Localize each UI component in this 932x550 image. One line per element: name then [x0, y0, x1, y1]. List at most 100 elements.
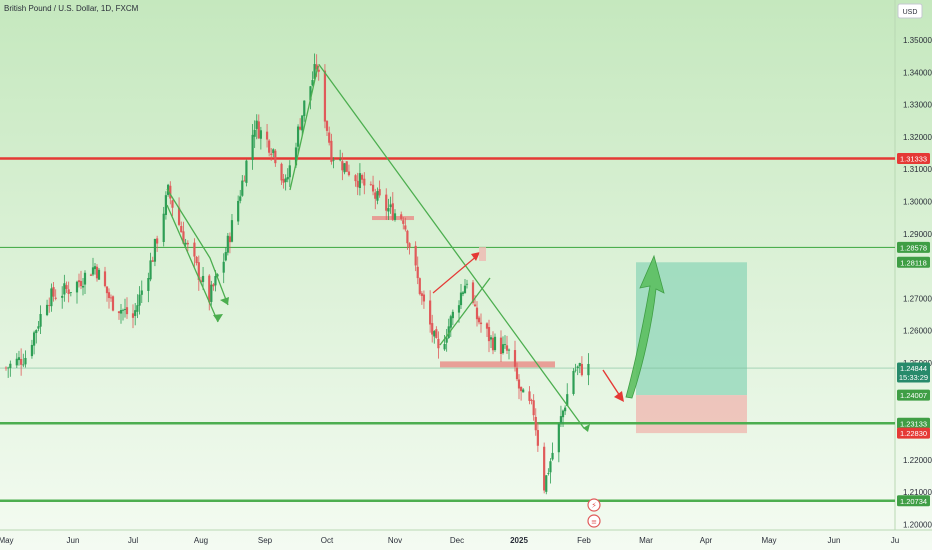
price-tick-label: 1.29000	[903, 230, 932, 239]
candle-body	[416, 266, 419, 279]
candles-layer	[4, 53, 590, 495]
candle-body	[536, 430, 539, 446]
price-axis[interactable]: 1.35000 1.34000 1.33000 1.32000 1.31000 1.300…	[903, 36, 932, 530]
candle-body	[465, 283, 469, 285]
pullback-arrow-line[interactable]	[602, 369, 621, 397]
candle-body	[156, 238, 159, 244]
time-tick-label: Mar	[639, 536, 653, 545]
candle-body	[491, 337, 495, 351]
candle-body	[134, 310, 137, 316]
candle-body	[162, 213, 165, 242]
candle-body	[95, 266, 99, 279]
candle-body	[311, 80, 314, 86]
earnings-event-icon[interactable]	[587, 514, 601, 528]
candle-body	[561, 410, 565, 418]
candle-body	[50, 288, 53, 307]
candle-body	[184, 242, 187, 245]
event-icons[interactable]: ⚡ ≡	[587, 498, 601, 528]
candle-body	[61, 295, 64, 298]
candle-body	[107, 292, 111, 299]
price-tick-label: 1.32000	[903, 133, 932, 142]
price-label-box[interactable]	[897, 152, 930, 164]
candle-body	[65, 285, 68, 289]
candle-body	[153, 239, 157, 262]
price-label-box[interactable]	[897, 241, 930, 253]
candle-body	[477, 317, 481, 323]
candle-body	[91, 267, 95, 275]
candle-body	[17, 357, 21, 361]
price-label-box[interactable]	[897, 389, 930, 401]
dividend-event-icon[interactable]	[587, 498, 601, 512]
price-label-box[interactable]	[897, 417, 930, 429]
time-axis[interactable]: May Jun Jul Aug Sep Oct Nov Dec 2025 Feb Mar Apr May…	[0, 536, 899, 545]
candle-body	[371, 184, 375, 192]
projection-arrow-line[interactable]	[432, 254, 479, 294]
candle-body	[37, 326, 40, 329]
currency-button[interactable]: USD	[897, 3, 923, 19]
candle-body	[400, 214, 403, 219]
candle-body	[301, 115, 304, 131]
candle-body	[228, 236, 232, 243]
wave-up-line-2[interactable]	[439, 277, 491, 346]
candle-body	[437, 338, 440, 349]
candle-body	[343, 163, 346, 173]
candle-body	[109, 297, 113, 299]
candle-body	[9, 363, 12, 368]
price-labels-layer: 1.31333 1.28578 1.23133 1.20734 1.28118 1.248…	[897, 152, 930, 507]
candle-body	[429, 300, 432, 325]
time-tick-label: Feb	[577, 536, 591, 545]
time-tick-label: Jul	[128, 536, 138, 545]
candle-body	[75, 281, 79, 293]
price-tick-label: 1.30000	[903, 198, 932, 207]
arrow-down-icon	[213, 314, 223, 322]
candle-body	[376, 191, 379, 201]
candle-body	[402, 220, 405, 224]
price-label-box[interactable]	[897, 427, 930, 439]
candle-body	[433, 331, 436, 337]
bullish-target-arrow[interactable]	[625, 254, 665, 399]
candle-body	[572, 370, 575, 394]
wave-down-line[interactable]	[166, 188, 229, 306]
candle-body	[547, 473, 550, 474]
candle-body	[280, 163, 283, 181]
candle-body	[140, 290, 143, 295]
price-label-box[interactable]	[897, 362, 930, 383]
candle-body	[332, 159, 335, 161]
price-label-box[interactable]	[897, 495, 930, 507]
candle-body	[408, 243, 411, 248]
candle-body	[284, 178, 287, 183]
candle-body	[507, 349, 511, 351]
candle-body	[457, 305, 461, 313]
candle-body	[576, 366, 579, 368]
price-label-box[interactable]	[897, 256, 930, 268]
candle-body	[551, 452, 554, 460]
candle-body	[4, 367, 8, 369]
candle-body	[487, 327, 491, 342]
candle-body	[564, 407, 567, 412]
candle-body	[493, 336, 497, 350]
candle-body	[253, 129, 256, 137]
candle-body	[404, 225, 407, 230]
candle-body	[313, 64, 316, 79]
descending-trendline[interactable]	[318, 63, 585, 429]
candle-body	[330, 140, 333, 162]
candle-body	[138, 294, 141, 306]
wave-down-line-2[interactable]	[166, 204, 219, 323]
stop-loss-zone[interactable]	[636, 395, 747, 434]
candle-body	[270, 153, 273, 155]
candle-body	[461, 292, 465, 295]
candle-body	[328, 132, 331, 143]
price-label-text: 1.23133	[900, 419, 927, 428]
candle-body	[528, 391, 531, 401]
candle-body	[420, 293, 423, 296]
candle-body	[245, 160, 248, 183]
candle-body	[52, 287, 55, 297]
candle-body	[171, 200, 174, 208]
resistance-zone[interactable]	[440, 361, 555, 368]
wave-up-line[interactable]	[289, 65, 319, 191]
candle-body	[119, 310, 123, 314]
candle-body	[32, 332, 36, 346]
countdown-text: 15:33:29	[899, 373, 928, 382]
time-tick-label: Oct	[321, 536, 334, 545]
